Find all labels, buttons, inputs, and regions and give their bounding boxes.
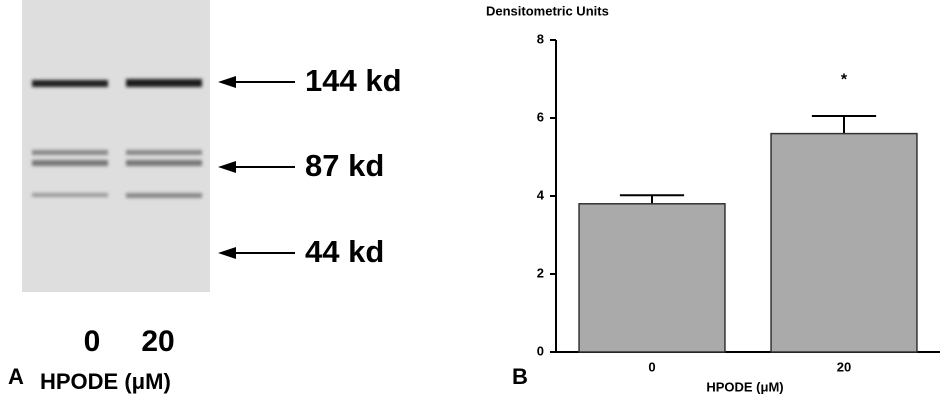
panel-label: A	[8, 364, 24, 389]
arrowhead	[218, 247, 236, 259]
band	[32, 80, 108, 87]
marker-label: 44 kd	[305, 234, 384, 269]
x-axis-title: HPODE (μM)	[40, 369, 171, 394]
band	[32, 193, 108, 197]
band	[32, 150, 108, 155]
figure: 144 kd 87 kd 44 kd 0 20 A HPODE (μM) B D…	[0, 0, 943, 400]
panel-label: B	[512, 364, 528, 389]
blot-membrane	[22, 0, 210, 292]
band	[126, 193, 202, 198]
arrowhead	[218, 161, 236, 173]
x-tick-label: 20	[837, 359, 851, 374]
y-tick-label: 6	[537, 109, 544, 124]
y-tick-label: 0	[537, 343, 544, 358]
band	[126, 150, 202, 155]
marker-label: 144 kd	[305, 63, 402, 98]
arrows	[230, 82, 295, 253]
y-tick-label: 8	[537, 31, 544, 46]
bar	[771, 134, 917, 352]
y-tick-label: 4	[537, 187, 545, 202]
lane-label: 20	[141, 325, 174, 358]
arrowheads	[218, 76, 236, 259]
band	[126, 160, 202, 166]
bar	[579, 204, 725, 352]
y-tick-label: 2	[537, 265, 544, 280]
page: 144 kd 87 kd 44 kd 0 20 A HPODE (μM) B D…	[0, 0, 943, 400]
lane-label: 0	[84, 325, 101, 358]
arrowhead	[218, 76, 236, 88]
x-tick-label: 0	[648, 359, 655, 374]
marker-label: 87 kd	[305, 148, 384, 183]
band	[126, 79, 202, 87]
y-axis-title: Densitometric Units	[486, 3, 609, 18]
annotation: *	[841, 71, 848, 88]
x-axis-title: HPODE (μM)	[706, 379, 783, 394]
band	[32, 160, 108, 166]
